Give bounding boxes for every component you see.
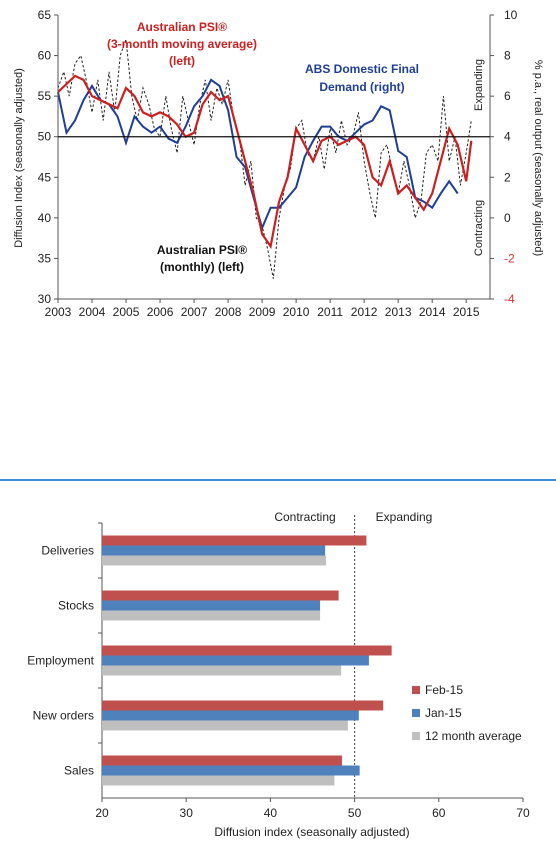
bar-new-orders-2 (102, 720, 348, 731)
right-tick-label: 0 (504, 211, 511, 225)
left-axis-title: Diffusion Index (seasonally adjusted) (13, 68, 25, 248)
abs-annotation: ABS Domestic Final Demand (right) (305, 62, 419, 94)
legend-label: Feb-15 (425, 683, 463, 697)
right-tick-label: 2 (504, 170, 511, 184)
psi-ma-annotation-line-2: (3-month moving average) (107, 37, 257, 51)
category-label: Deliveries (41, 544, 94, 558)
abs-series-line (57, 78, 459, 232)
bar-sales-2 (102, 775, 335, 786)
left-tick-label: 30 (38, 292, 52, 306)
x-tick-label: 40 (264, 806, 278, 820)
x-tick-label: 60 (432, 806, 446, 820)
abs-annotation-line-1: ABS Domestic Final (305, 62, 419, 76)
category-label: Employment (27, 654, 94, 668)
left-tick-label: 60 (38, 49, 52, 63)
x-tick-label: 50 (348, 806, 362, 820)
x-tick-label: 2008 (215, 305, 242, 319)
psi-monthly-annotation-line-2: (monthly) (left) (160, 260, 244, 274)
x-tick-label: 2003 (45, 305, 72, 319)
x-tick-label: 30 (180, 806, 194, 820)
x-tick-label: 2013 (385, 305, 412, 319)
legend-swatch (412, 709, 420, 717)
x-tick-label: 2014 (419, 305, 446, 319)
category-label: Stocks (58, 599, 94, 613)
psi-monthly-annotation-line-1: Australian PSI® (157, 243, 247, 257)
legend-swatch (412, 732, 420, 740)
x-tick-label: 2007 (181, 305, 208, 319)
legend-label: Jan-15 (425, 706, 462, 720)
legend: Feb-15 Jan-15 12 month average (412, 683, 522, 743)
bar-deliveries-1 (102, 545, 326, 556)
x-tick-label: 2012 (351, 305, 378, 319)
bar-sales-0 (102, 755, 342, 766)
left-tick-label: 35 (38, 251, 52, 265)
bar-new-orders-1 (102, 710, 359, 721)
x-tick-label: 2005 (113, 305, 140, 319)
abs-annotation-line-2: Demand (right) (319, 80, 404, 94)
right-axis-title: % p.a., real output (seasonally adjusted… (532, 60, 544, 256)
bar-deliveries-2 (102, 555, 326, 566)
x-tick-label: 2011 (317, 305, 343, 319)
x-tick-label: 2010 (283, 305, 310, 319)
left-tick-label: 50 (38, 130, 52, 144)
right-tick-label: -2 (504, 251, 515, 265)
left-tick-label: 65 (38, 8, 52, 22)
bar-deliveries-0 (102, 535, 367, 546)
x-tick-label: 2006 (147, 305, 174, 319)
psi-ma-annotation: Australian PSI® (3-month moving average)… (107, 20, 257, 68)
right-tick-label: 4 (504, 130, 511, 144)
section-divider (0, 479, 556, 481)
component-bar-chart: 20 30 40 50 60 70 Deliveries Stocks Employment Ne… (27, 510, 530, 839)
psi-ma-annotation-line-1: Australian PSI® (137, 20, 227, 34)
x-axis-title: Diffusion index (seasonally adjusted) (214, 825, 409, 839)
legend-swatch (412, 686, 420, 694)
left-tick-label: 55 (38, 89, 52, 103)
x-tick-label: 2009 (249, 305, 276, 319)
expanding-label: Expanding (376, 510, 433, 524)
right-tick-label: -4 (504, 292, 515, 306)
category-label: New orders (33, 709, 94, 723)
bar-sales-1 (102, 765, 360, 776)
expanding-side-label: Expanding (473, 59, 485, 111)
bar-stocks-1 (102, 600, 321, 611)
right-tick-label: 6 (504, 89, 511, 103)
x-tick-label: 2015 (453, 305, 480, 319)
contracting-label: Contracting (274, 510, 335, 524)
right-tick-label: 10 (504, 8, 518, 22)
psi-monthly-annotation: Australian PSI® (monthly) (left) (157, 243, 247, 274)
bar-stocks-0 (102, 590, 339, 601)
category-label: Sales (64, 764, 94, 778)
right-tick-label: 8 (504, 49, 511, 63)
contracting-side-label: Contracting (473, 200, 485, 256)
bar-employment-1 (102, 655, 369, 666)
bar-employment-2 (102, 665, 342, 676)
bar-stocks-2 (102, 610, 321, 621)
x-tick-label: 20 (95, 806, 109, 820)
psi-line-chart: 30 35 40 45 50 55 60 65 -4 -2 0 2 4 6 8 10 2003 2004 2005 2… (13, 8, 544, 319)
x-tick-label: 70 (516, 806, 530, 820)
psi-ma-annotation-line-3: (left) (169, 54, 195, 68)
bar-employment-0 (102, 645, 392, 656)
bar-new-orders-0 (102, 700, 384, 711)
psi-ma-series-line (57, 74, 473, 250)
left-tick-label: 40 (38, 211, 52, 225)
legend-label: 12 month average (425, 729, 522, 743)
left-tick-label: 45 (38, 170, 52, 184)
x-tick-label: 2004 (79, 305, 106, 319)
